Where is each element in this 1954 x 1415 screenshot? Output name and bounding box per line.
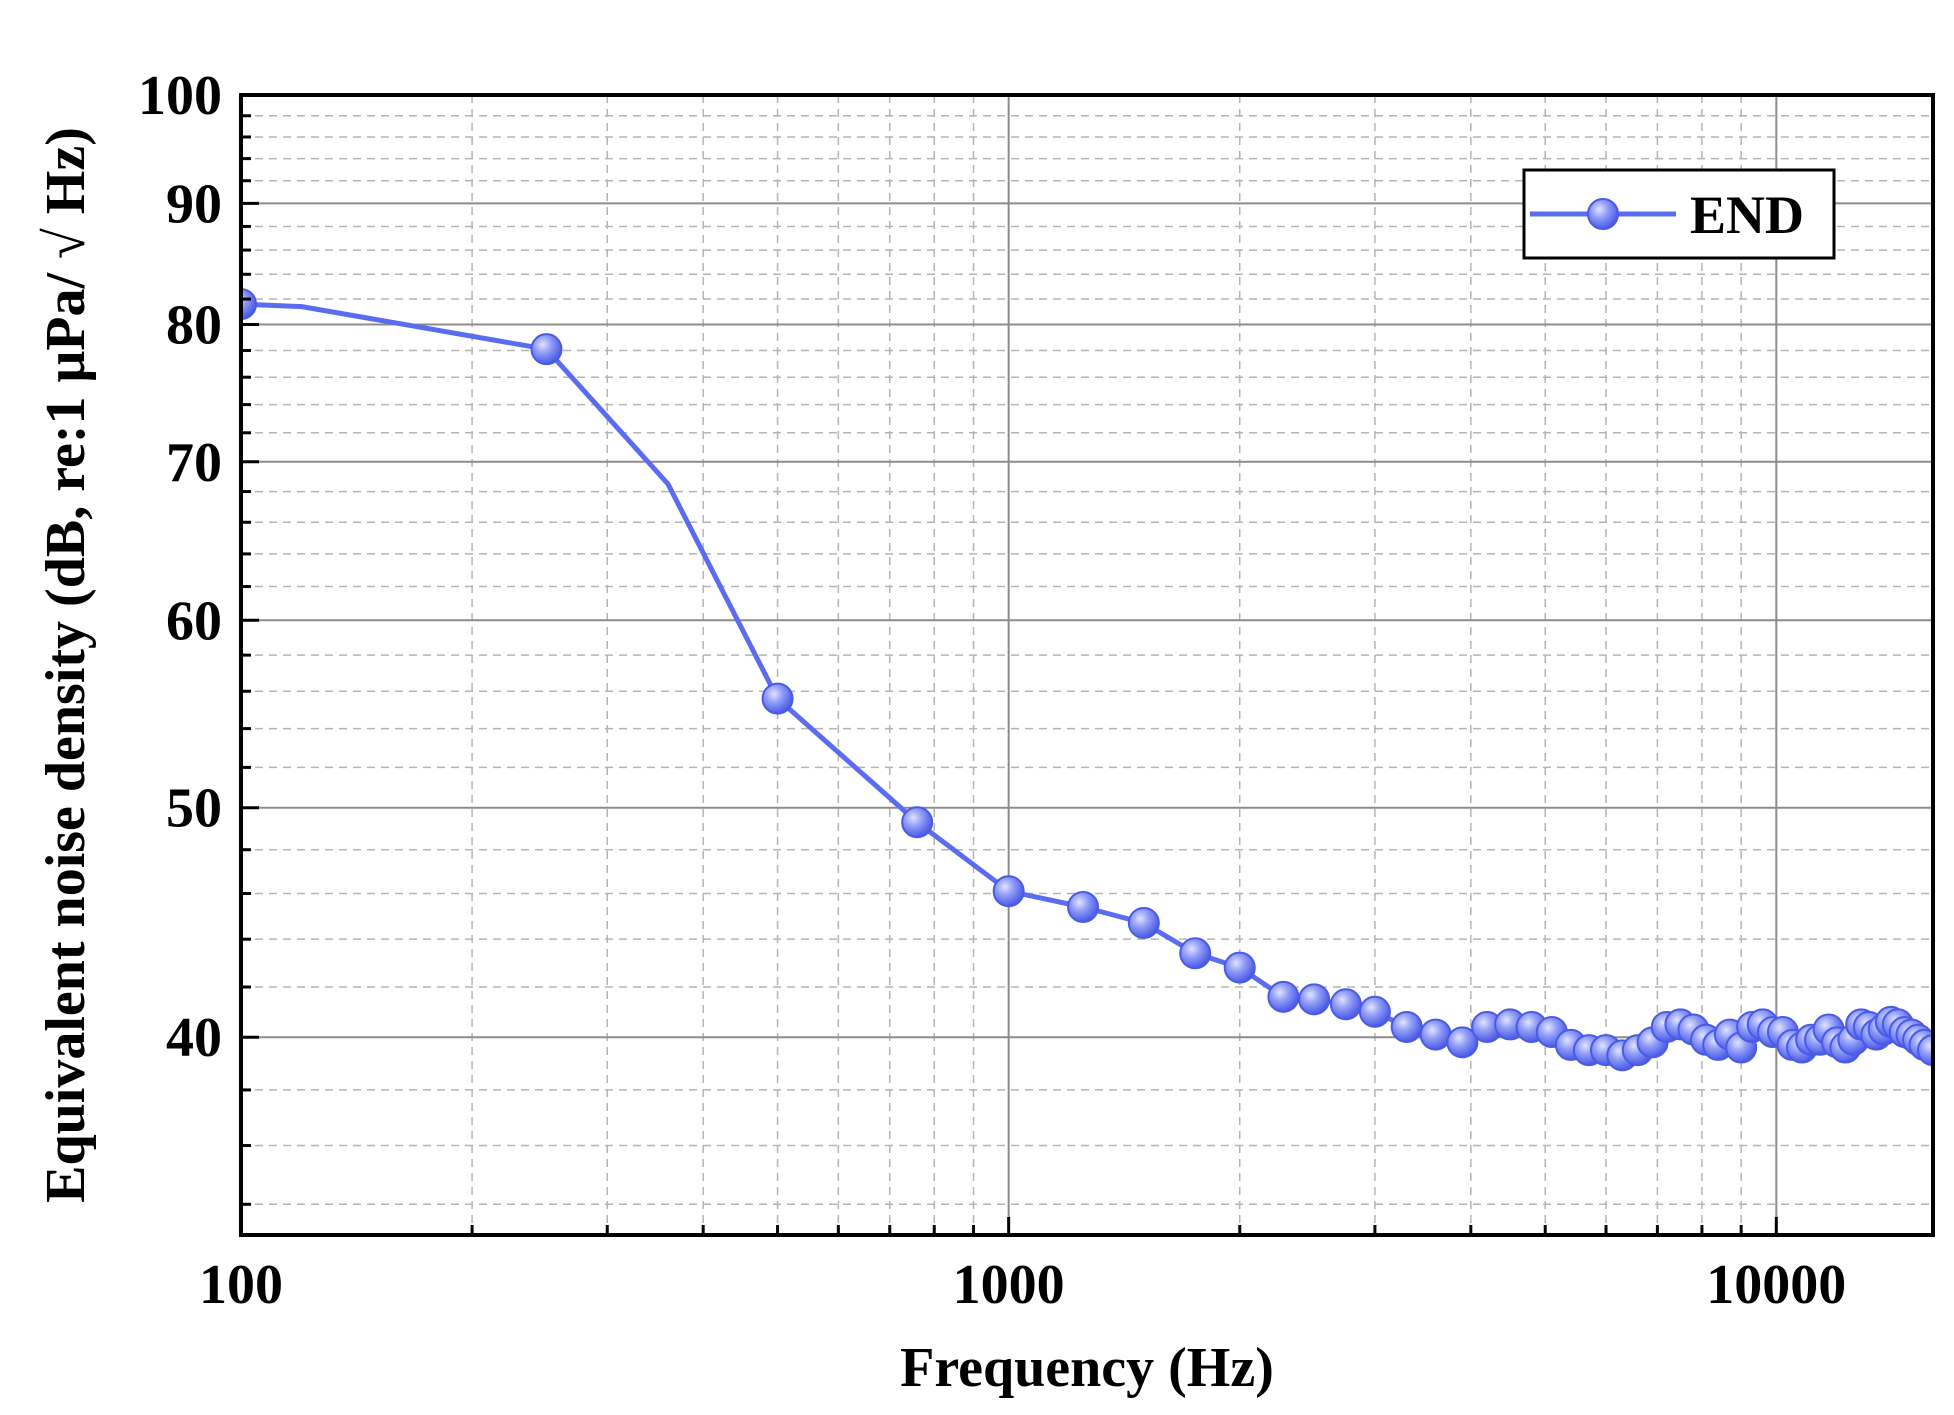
y-tick-labels: 40 50 60 70 80 90 100 xyxy=(138,65,222,1069)
y-tick-label: 70 xyxy=(166,432,222,494)
y-tick-label: 50 xyxy=(166,778,222,840)
data-point-marker xyxy=(1298,983,1331,1016)
data-point-marker xyxy=(1419,1018,1452,1051)
data-point-marker xyxy=(1329,988,1362,1021)
legend-marker-swatch xyxy=(1587,198,1619,230)
data-point-marker xyxy=(1446,1026,1479,1059)
series-markers-end xyxy=(241,288,1933,1072)
legend-label-end: END xyxy=(1690,185,1804,245)
y-tick-label: 100 xyxy=(138,65,222,127)
data-point-marker xyxy=(1390,1010,1423,1043)
x-tick-labels: 100 1000 10000 xyxy=(199,1254,1846,1316)
series-line-end xyxy=(241,301,1933,1058)
minor-gridlines xyxy=(241,95,1933,1235)
y-tick-label: 60 xyxy=(166,590,222,652)
x-tick-label: 100 xyxy=(199,1254,283,1316)
data-point-marker xyxy=(1179,937,1212,970)
data-point-marker xyxy=(761,682,794,715)
data-point-marker xyxy=(241,288,257,321)
x-tick-label: 1000 xyxy=(953,1254,1065,1316)
axis-ticks xyxy=(239,93,1778,1235)
legend: END xyxy=(1522,168,1836,260)
y-tick-label: 80 xyxy=(166,294,222,356)
data-point-marker xyxy=(901,806,934,839)
y-tick-label: 90 xyxy=(166,173,222,235)
x-axis-title: Frequency (Hz) xyxy=(900,1337,1274,1399)
data-point-marker xyxy=(1917,1034,1933,1067)
data-point-marker xyxy=(1067,890,1100,923)
x-tick-label: 10000 xyxy=(1706,1254,1846,1316)
plot-frame xyxy=(239,93,1935,1237)
data-point-marker xyxy=(992,875,1025,908)
y-tick-label: 40 xyxy=(166,1007,222,1069)
data-point-marker xyxy=(530,333,563,366)
data-point-marker xyxy=(1358,995,1391,1028)
data-point-marker xyxy=(1127,906,1160,939)
major-gridlines xyxy=(240,94,1933,1235)
data-point-marker xyxy=(1223,951,1256,984)
data-point-marker xyxy=(1267,980,1300,1013)
y-axis-title: Equivalent noise density (dB, re:1 μPa/ … xyxy=(35,127,97,1203)
